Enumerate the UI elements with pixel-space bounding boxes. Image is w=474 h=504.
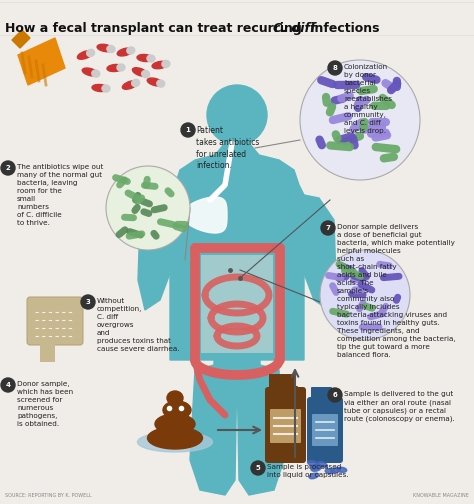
Ellipse shape (155, 414, 195, 434)
Circle shape (320, 250, 410, 340)
FancyBboxPatch shape (277, 374, 282, 390)
Ellipse shape (162, 60, 170, 68)
Ellipse shape (132, 68, 147, 76)
FancyBboxPatch shape (327, 387, 332, 400)
Text: Without
competition,
C. diff
overgrows
and
produces toxins that
cause severe dia: Without competition, C. diff overgrows a… (97, 298, 180, 352)
FancyBboxPatch shape (311, 387, 316, 400)
Text: Sample is processed
into liquid or capsules.: Sample is processed into liquid or capsu… (267, 464, 348, 478)
FancyBboxPatch shape (319, 387, 324, 400)
Circle shape (328, 388, 342, 402)
Ellipse shape (117, 64, 125, 71)
Text: C. diff: C. diff (273, 22, 316, 35)
Polygon shape (190, 365, 237, 495)
Ellipse shape (331, 468, 340, 473)
Text: Colonization
by donor
bacterial
species
reestablishes
a healthy
community,
and C: Colonization by donor bacterial species … (344, 64, 392, 134)
Ellipse shape (167, 391, 183, 405)
Text: How a fecal transplant can treat recurring: How a fecal transplant can treat recurri… (5, 22, 306, 35)
Text: Patient
takes antibiotics
for unrelated
infection.: Patient takes antibiotics for unrelated … (196, 126, 259, 170)
Text: 8: 8 (333, 65, 337, 71)
Circle shape (1, 378, 15, 392)
Text: Donor sample,
which has been
screened for
numerous
pathogens,
is obtained.: Donor sample, which has been screened fo… (17, 381, 73, 427)
Text: The antibiotics wipe out
many of the normal gut
bacteria, leaving
room for the
s: The antibiotics wipe out many of the nor… (17, 164, 103, 226)
Ellipse shape (142, 71, 150, 78)
Ellipse shape (147, 78, 163, 86)
Polygon shape (138, 195, 180, 310)
FancyBboxPatch shape (285, 374, 290, 390)
Circle shape (328, 61, 342, 75)
Ellipse shape (137, 54, 153, 61)
Polygon shape (170, 143, 304, 365)
FancyBboxPatch shape (281, 374, 286, 390)
Polygon shape (183, 197, 227, 233)
Circle shape (207, 85, 267, 145)
FancyBboxPatch shape (40, 342, 55, 362)
Ellipse shape (147, 427, 202, 449)
Text: 6: 6 (333, 392, 337, 398)
Ellipse shape (137, 432, 212, 452)
FancyBboxPatch shape (312, 414, 338, 446)
Ellipse shape (107, 45, 115, 52)
Ellipse shape (107, 65, 123, 72)
Text: KNOWABLE MAGAZINE: KNOWABLE MAGAZINE (413, 493, 469, 498)
FancyBboxPatch shape (273, 386, 298, 393)
FancyBboxPatch shape (315, 387, 320, 400)
FancyBboxPatch shape (201, 255, 273, 353)
FancyBboxPatch shape (314, 396, 336, 403)
Ellipse shape (325, 469, 335, 474)
Ellipse shape (308, 461, 318, 466)
FancyBboxPatch shape (27, 297, 83, 345)
FancyBboxPatch shape (323, 387, 328, 400)
Text: SOURCE: REPORTING BY K. POWELL: SOURCE: REPORTING BY K. POWELL (5, 493, 92, 498)
Ellipse shape (311, 464, 320, 469)
Polygon shape (18, 38, 65, 85)
Text: Sample is delivered to the gut
via either an oral route (nasal
tube or capsules): Sample is delivered to the gut via eithe… (344, 391, 455, 422)
Circle shape (181, 123, 195, 137)
Ellipse shape (102, 85, 110, 92)
Ellipse shape (163, 401, 191, 419)
Circle shape (81, 295, 95, 309)
Ellipse shape (122, 81, 137, 89)
Ellipse shape (117, 48, 133, 56)
Ellipse shape (82, 68, 98, 76)
Ellipse shape (87, 49, 95, 56)
Ellipse shape (97, 44, 113, 52)
Ellipse shape (309, 473, 319, 479)
FancyBboxPatch shape (269, 374, 274, 390)
Text: 5: 5 (255, 465, 260, 471)
Text: 3: 3 (86, 299, 91, 305)
Polygon shape (225, 143, 249, 160)
Text: 7: 7 (326, 225, 330, 231)
FancyBboxPatch shape (307, 397, 343, 463)
Ellipse shape (152, 61, 168, 69)
Polygon shape (294, 195, 336, 310)
Text: 1: 1 (185, 127, 191, 133)
Circle shape (251, 461, 265, 475)
Text: infections: infections (306, 22, 380, 35)
Circle shape (106, 166, 190, 250)
Text: 2: 2 (6, 165, 10, 171)
Ellipse shape (127, 47, 135, 54)
Polygon shape (12, 30, 30, 48)
Ellipse shape (318, 462, 328, 468)
FancyBboxPatch shape (273, 374, 278, 390)
Polygon shape (237, 365, 284, 495)
FancyBboxPatch shape (289, 374, 294, 390)
Ellipse shape (157, 80, 165, 87)
Ellipse shape (337, 467, 346, 472)
FancyBboxPatch shape (265, 387, 306, 463)
Ellipse shape (132, 80, 139, 87)
Ellipse shape (92, 70, 100, 77)
Circle shape (1, 161, 15, 175)
FancyBboxPatch shape (270, 409, 301, 443)
Text: 4: 4 (6, 382, 10, 388)
Ellipse shape (77, 51, 92, 59)
Circle shape (321, 221, 335, 235)
Ellipse shape (147, 55, 155, 62)
Ellipse shape (92, 85, 108, 92)
Circle shape (300, 60, 420, 180)
Text: Donor sample delivers
a dose of beneficial gut
bacteria, which make potentially
: Donor sample delivers a dose of benefici… (337, 224, 456, 358)
Ellipse shape (311, 466, 321, 471)
